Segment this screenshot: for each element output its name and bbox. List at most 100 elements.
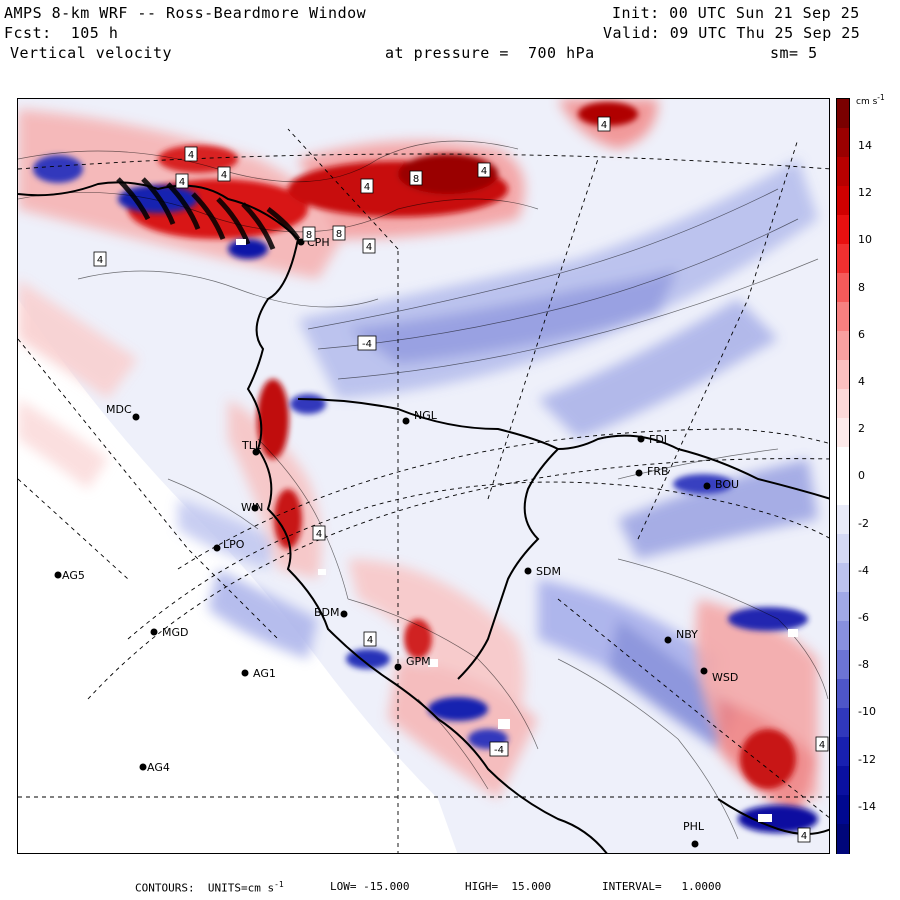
station-label: AG5 [62,569,85,582]
station-dot [213,544,221,552]
station-label: MGD [162,626,189,639]
colorbar-segment [837,128,849,158]
station-label: BOU [715,478,739,491]
contour-label-box [312,525,326,541]
colorbar-segment [837,534,849,564]
contour-label-value: 4 [819,740,825,751]
contour-label-value: -4 [494,745,504,756]
station-label: NBY [676,628,698,641]
footer-units: CONTOURS: UNITS=cm s-1 [135,880,284,895]
downward-motion-field [178,159,818,749]
contour-label-value: 4 [97,255,103,266]
colorbar-segment [837,650,849,680]
station-label: FRB [647,465,669,478]
colorbar-tick-label: 0 [858,469,865,483]
color-scale-bar [836,98,850,854]
colorbar-segment [837,273,849,303]
colorbar-tick-label: 12 [858,186,872,200]
station-label: LPO [223,538,245,551]
colorbar-tick-label: 4 [858,375,865,388]
colorbar-segment [837,360,849,390]
contour-label-box [362,238,376,254]
colorbar-segment [837,563,849,593]
contour-label-value: 4 [366,242,372,253]
colorbar-tick-label: -8 [858,658,869,672]
contour-label-value: 4 [601,120,607,131]
station-dot [700,667,708,675]
graticule [18,128,829,853]
station-dot [524,567,532,575]
station-dot [664,636,672,644]
colorbar-segment [837,592,849,622]
station-dot [241,669,249,677]
colorbar-tick-label: -12 [858,752,876,766]
station-label: TLL [241,439,262,452]
colorbar-tick-label: -4 [858,563,869,577]
map-title: AMPS 8-km WRF -- Ross-Beardmore Window [4,4,367,22]
vertical-velocity-map: CPH MDC NGL FDI FRB BOU TLL WIN LPO AG5 SDM BDM MGD N… [17,98,830,854]
station-label: AG1 [253,667,276,680]
colorbar-segment [837,505,849,535]
contour-label-box [363,631,377,647]
station-dot [691,840,699,848]
footer-low: LOW= -15.000 [330,880,410,893]
forecast-hour: Fcst: 105 h [4,24,119,42]
contour-label-box [93,251,107,267]
contour-label-value: -4 [362,339,372,350]
colorbar-segment [837,476,849,506]
contour-label-box [357,335,377,351]
contour-label-box [302,226,316,242]
contour-label-value: 8 [413,174,419,185]
colorbar-segment [837,766,849,796]
contour-label-box [175,173,189,189]
colorbar-segment [837,621,849,651]
colorbar-segment [837,331,849,361]
station-dot [132,413,140,421]
colorbar-segment [837,99,849,129]
station-dot [703,482,711,490]
station-label: WIN [241,501,263,514]
colorbar-segment [837,418,849,448]
station-dot [252,448,260,456]
contour-label-box [184,146,198,162]
colorbar-segment [837,157,849,187]
colorbar-tick-label: 10 [858,233,872,247]
contour-label-value: 4 [316,529,322,540]
station-dot [394,663,402,671]
smoothing-label: sm= 5 [770,44,818,62]
contour-labels: 4 4 4 4 4 8 4 4 8 8 4 -4 4 4 -4 4 4 [93,116,829,843]
colorbar-unit: cm s-1 [856,93,885,107]
footer-units-text: CONTOURS: UNITS=cm s [135,881,275,895]
station-label: WSD [712,671,738,684]
init-time: Init: 00 UTC Sun 21 Sep 25 [612,4,860,22]
footer-units-exp: -1 [274,880,284,889]
station-label: GPM [406,655,431,668]
terrain-mask [236,239,798,822]
station-dot [340,610,348,618]
contour-label-box [477,162,491,178]
station-dot [139,763,147,771]
colorbar-unit-exp: -1 [877,93,885,102]
station-label: FDI [649,433,667,446]
colorbar-tick-label: 14 [858,139,872,152]
station-dot [637,435,645,443]
station-dot [402,417,410,425]
colorbar-segment [837,302,849,332]
contour-label-box [217,166,231,182]
colorbar-segment [837,679,849,709]
coastline [18,181,829,853]
station-label: NGL [414,409,438,422]
colorbar-segment [837,824,849,854]
colorbar-tick-label: -10 [858,705,876,719]
colorbar-segment [837,447,849,477]
field-name: Vertical velocity [10,44,173,62]
footer-high: HIGH= 15.000 [465,880,552,893]
colorbar-segment [837,186,849,216]
colorbar-unit-text: cm s [856,97,878,107]
station-label: SDM [536,565,561,578]
station-label: PHL [683,820,705,833]
contour-label-value: 4 [364,182,370,193]
contour-label-box [332,225,346,241]
